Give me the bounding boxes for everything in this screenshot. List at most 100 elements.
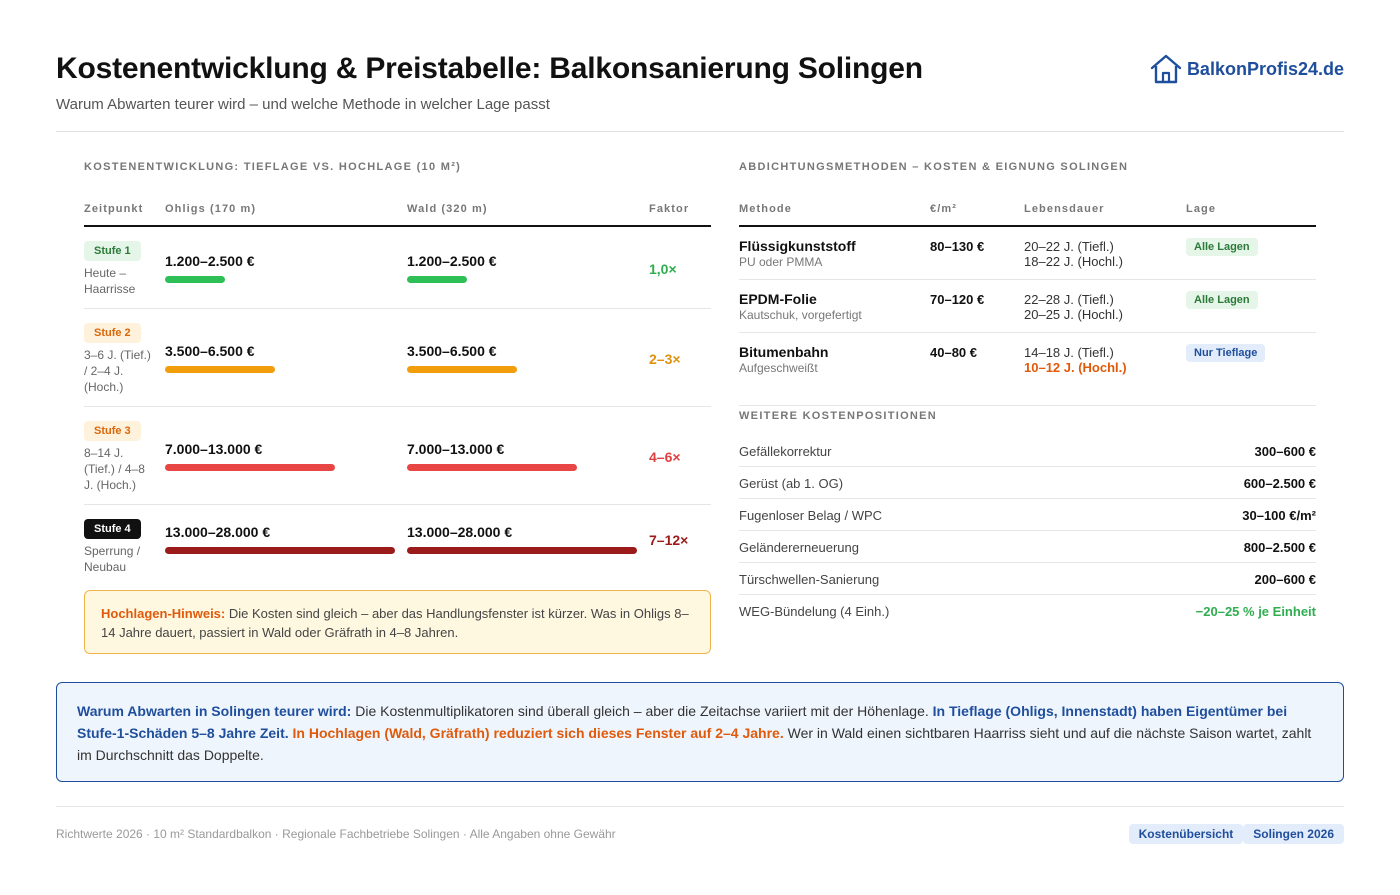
cost-row-stage-1: Stufe 1 Heute – Haarrisse 1.200–2.500 € 1.2…	[84, 227, 711, 309]
cost-item: Fugenloser Belag / WPC 30–100 €/m²	[739, 499, 1316, 531]
method-sub: PU oder PMMA	[739, 255, 823, 269]
ohligs-price: 1.200–2.500 €	[165, 253, 255, 269]
cost-factor: 2–3×	[649, 351, 681, 367]
ohligs-cost-cell: 3.500–6.500 €	[165, 343, 275, 373]
ohligs-price: 3.500–6.500 €	[165, 343, 255, 359]
method-life: 22–28 J. (Tiefl.) 20–25 J. (Hochl.)	[1024, 292, 1123, 322]
methods-table-header: Methode €/m² Lebensdauer Lage	[739, 173, 1316, 227]
col-ohligs: Ohligs (170 m)	[165, 203, 257, 215]
method-location-tag: Nur Tieflage	[1186, 344, 1266, 362]
more-costs-label: Weitere Kostenpositionen	[739, 410, 938, 422]
stage-cell: Stufe 3 8–14 J. (Tief.) / 4–8 J. (Hoch.)	[84, 421, 156, 493]
method-price: 40–80 €	[930, 345, 977, 360]
method-name: EPDM-Folie	[739, 291, 817, 307]
cost-factor: 4–6×	[649, 449, 681, 465]
wald-price: 3.500–6.500 €	[407, 343, 497, 359]
methods-panel: Abdichtungsmethoden – Kosten & Eignung S…	[739, 161, 1316, 619]
method-life-hoch: 20–25 J. (Hochl.)	[1024, 307, 1123, 322]
house-icon	[1150, 54, 1182, 84]
method-sub: Aufgeschweißt	[739, 361, 818, 375]
wald-cost-cell: 13.000–28.000 €	[407, 524, 637, 554]
cost-item: Gerüst (ab 1. OG) 600–2.500 €	[739, 467, 1316, 499]
cost-item-value: 300–600 €	[1254, 444, 1316, 459]
wald-cost-cell: 3.500–6.500 €	[407, 343, 517, 373]
col-lebensdauer: Lebensdauer	[1024, 203, 1105, 215]
page-header: Kostenentwicklung & Preistabelle: Balkon…	[56, 52, 1344, 132]
brand-logo[interactable]: BalkonProfis24.de	[1149, 52, 1344, 86]
cost-item-value: 30–100 €/m²	[1242, 508, 1316, 523]
col-zeitpunkt: Zeitpunkt	[84, 203, 144, 215]
cost-item-value-discount: −20–25 % je Einheit	[1195, 604, 1316, 619]
wald-cost-bar	[407, 366, 517, 373]
ohligs-cost-cell: 7.000–13.000 €	[165, 441, 335, 471]
cost-table-body: Stufe 1 Heute – Haarrisse 1.200–2.500 € 1.2…	[84, 227, 711, 574]
wald-cost-bar	[407, 276, 467, 283]
cost-item-value: 600–2.500 €	[1243, 476, 1316, 491]
page-footer: Richtwerte 2026 · 10 m² Standardbalkon ·…	[56, 806, 1344, 846]
info-hochlage: In Hochlagen (Wald, Gräfrath) reduziert …	[288, 725, 784, 741]
method-life-hoch: 18–22 J. (Hochl.)	[1024, 254, 1123, 269]
col-wald: Wald (320 m)	[407, 203, 488, 215]
cost-item-label: WEG-Bündelung (4 Einh.)	[739, 604, 890, 619]
cost-table-header: Zeitpunkt Ohligs (170 m) Wald (320 m) Fa…	[84, 173, 711, 227]
cost-item-value: 200–600 €	[1254, 572, 1316, 587]
stage-badge: Stufe 4	[84, 519, 141, 539]
info-tieflage: In Tieflage (Ohligs, Innenstadt) haben E…	[77, 703, 1288, 741]
method-row: Bitumenbahn Aufgeschweißt 40–80 € 14–18 …	[739, 333, 1316, 406]
method-life: 20–22 J. (Tiefl.) 18–22 J. (Hochl.)	[1024, 239, 1123, 269]
info-lead: Warum Abwarten in Solingen teurer wird:	[77, 703, 352, 719]
ohligs-price: 13.000–28.000 €	[165, 524, 271, 540]
page-title: Kostenentwicklung & Preistabelle: Balkon…	[56, 52, 923, 85]
wald-cost-cell: 7.000–13.000 €	[407, 441, 577, 471]
cost-row-stage-3: Stufe 3 8–14 J. (Tief.) / 4–8 J. (Hoch.) 7…	[84, 407, 711, 505]
wald-price: 1.200–2.500 €	[407, 253, 497, 269]
hint-text: Die Kosten sind gleich – aber das Handlu…	[101, 606, 689, 640]
stage-cell: Stufe 2 3–6 J. (Tief.) / 2–4 J. (Hoch.)	[84, 323, 156, 395]
footer-tags: Kostenübersicht Solingen 2026	[1128, 824, 1344, 844]
ohligs-price: 7.000–13.000 €	[165, 441, 263, 457]
cost-item-label: Türschwellen-Sanierung	[739, 572, 880, 587]
cost-item: Geländererneuerung 800–2.500 €	[739, 531, 1316, 563]
page-subtitle: Warum Abwarten teurer wird – und welche …	[56, 96, 550, 113]
cost-factor: 7–12×	[649, 532, 689, 548]
method-life-tief: 14–18 J. (Tiefl.)	[1024, 345, 1114, 360]
method-row: Flüssigkunststoff PU oder PMMA 80–130 € …	[739, 227, 1316, 280]
footer-tag-year[interactable]: Solingen 2026	[1243, 824, 1344, 844]
cost-row-stage-4: Stufe 4 Sperrung / Neubau 13.000–28.000 € 1…	[84, 505, 711, 574]
method-row: EPDM-Folie Kautschuk, vorgefertigt 70–12…	[739, 280, 1316, 333]
method-name: Bitumenbahn	[739, 344, 829, 360]
cost-factor: 1,0×	[649, 261, 677, 277]
method-price: 80–130 €	[930, 239, 985, 254]
cost-development-label: Kostenentwicklung: Tieflage vs. Hochlage…	[84, 161, 462, 173]
ohligs-cost-bar	[165, 276, 225, 283]
cost-item: Gefällekorrektur 300–600 €	[739, 435, 1316, 467]
stage-badge: Stufe 3	[84, 421, 141, 441]
methods-label: Abdichtungsmethoden – Kosten & Eignung S…	[739, 161, 1129, 173]
cost-item-label: Gefällekorrektur	[739, 444, 832, 459]
highland-hint-box: Hochlagen-Hinweis: Die Kosten sind gleic…	[84, 590, 711, 654]
cost-item-value: 800–2.500 €	[1243, 540, 1316, 555]
stage-badge: Stufe 1	[84, 241, 141, 261]
method-price: 70–120 €	[930, 292, 985, 307]
method-location-tag: Alle Lagen	[1186, 291, 1258, 309]
stage-description: Heute – Haarrisse	[84, 266, 136, 296]
method-location-tag: Alle Lagen	[1186, 238, 1258, 256]
method-life: 14–18 J. (Tiefl.) 10–12 J. (Hochl.)	[1024, 345, 1127, 375]
stage-cell: Stufe 1 Heute – Haarrisse	[84, 241, 156, 297]
cost-row-stage-2: Stufe 2 3–6 J. (Tief.) / 2–4 J. (Hoch.) 3.…	[84, 309, 711, 407]
ohligs-cost-bar	[165, 366, 275, 373]
wald-cost-bar	[407, 547, 637, 554]
footer-tag-overview[interactable]: Kostenübersicht	[1128, 824, 1244, 844]
brand-name: BalkonProfis24.de	[1186, 58, 1344, 79]
wald-price: 13.000–28.000 €	[407, 524, 513, 540]
col-faktor: Faktor	[649, 203, 690, 215]
method-life-tief: 22–28 J. (Tiefl.)	[1024, 292, 1114, 307]
cost-item-label: Fugenloser Belag / WPC	[739, 508, 883, 523]
wald-cost-cell: 1.200–2.500 €	[407, 253, 497, 283]
col-methode: Methode	[739, 203, 792, 215]
info-text-1: Die Kostenmultiplikatoren sind überall g…	[351, 703, 933, 719]
ohligs-cost-cell: 13.000–28.000 €	[165, 524, 395, 554]
ohligs-cost-bar	[165, 547, 395, 554]
ohligs-cost-cell: 1.200–2.500 €	[165, 253, 255, 283]
wald-cost-bar	[407, 464, 577, 471]
